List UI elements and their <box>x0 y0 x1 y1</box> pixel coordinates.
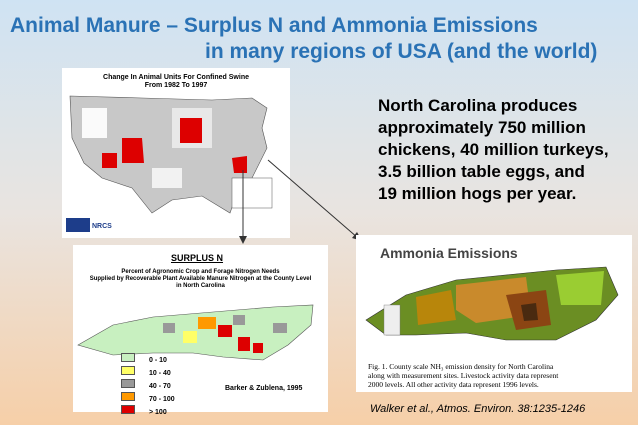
caption-line: Fig. 1. County scale NH₃ emission densit… <box>368 362 554 371</box>
caption-line: along with measurement sites. Livestock … <box>368 371 559 380</box>
body-line: 19 million hogs per year. <box>378 184 577 203</box>
caption-line: 2000 levels. All other activity data rep… <box>368 380 539 389</box>
title-line: in many regions of USA (and the world) <box>205 40 598 63</box>
panel-title: Ammonia Emissions <box>380 245 518 261</box>
map-graphic <box>66 95 273 232</box>
legend-label: 0 - 10 <box>149 357 167 364</box>
caption: Fig. 1. County scale NH₃ emission densit… <box>368 362 558 389</box>
legend: 0 - 10 10 - 40 40 - 70 70 - 100 > 100 <box>121 353 175 418</box>
title-line: Animal Manure – Surplus N and Ammonia Em… <box>10 14 538 37</box>
ammonia-panel: Ammonia Emissions Fig. 1. County scale N… <box>356 235 632 392</box>
citation: Walker et al., Atmos. Environ. 38:1235-1… <box>370 403 586 415</box>
body-line: approximately 750 million <box>378 118 586 137</box>
legend-label: 70 - 100 <box>149 396 175 403</box>
legend-item: 40 - 70 <box>121 379 175 392</box>
body-line: North Carolina produces <box>378 96 578 115</box>
panel-title: SURPLUS N <box>171 253 224 263</box>
legend-item: 0 - 10 <box>121 353 175 366</box>
us-map: Change In Animal Units For Confined Swin… <box>62 68 290 238</box>
legend-item: 70 - 100 <box>121 392 175 405</box>
nc-emission-map <box>365 266 619 341</box>
nc-map <box>77 304 314 361</box>
legend-item: 10 - 40 <box>121 366 175 379</box>
body-line: 3.5 billion table eggs, and <box>378 162 585 181</box>
logo: NRCS <box>92 223 112 230</box>
body-text: North Carolina produces approximately 75… <box>378 95 609 205</box>
legend-label: > 100 <box>149 409 167 416</box>
legend-item: > 100 <box>121 405 175 418</box>
legend-label: 40 - 70 <box>149 383 171 390</box>
map-title: From 1982 To 1997 <box>144 82 208 89</box>
surplus-panel: SURPLUS N Percent of Agronomic Crop and … <box>73 245 328 416</box>
body-line: chickens, 40 million turkeys, <box>378 140 609 159</box>
panel-subtitle: Percent of Agronomic Crop and Forage Nit… <box>121 269 280 275</box>
panel-subtitle: in North Carolina <box>176 283 225 289</box>
source: Barker & Zublena, 1995 <box>225 385 303 392</box>
map-title: Change In Animal Units For Confined Swin… <box>103 74 249 81</box>
legend-label: 10 - 40 <box>149 370 171 377</box>
panel-subtitle: Supplied by Recoverable Plant Available … <box>89 276 312 282</box>
